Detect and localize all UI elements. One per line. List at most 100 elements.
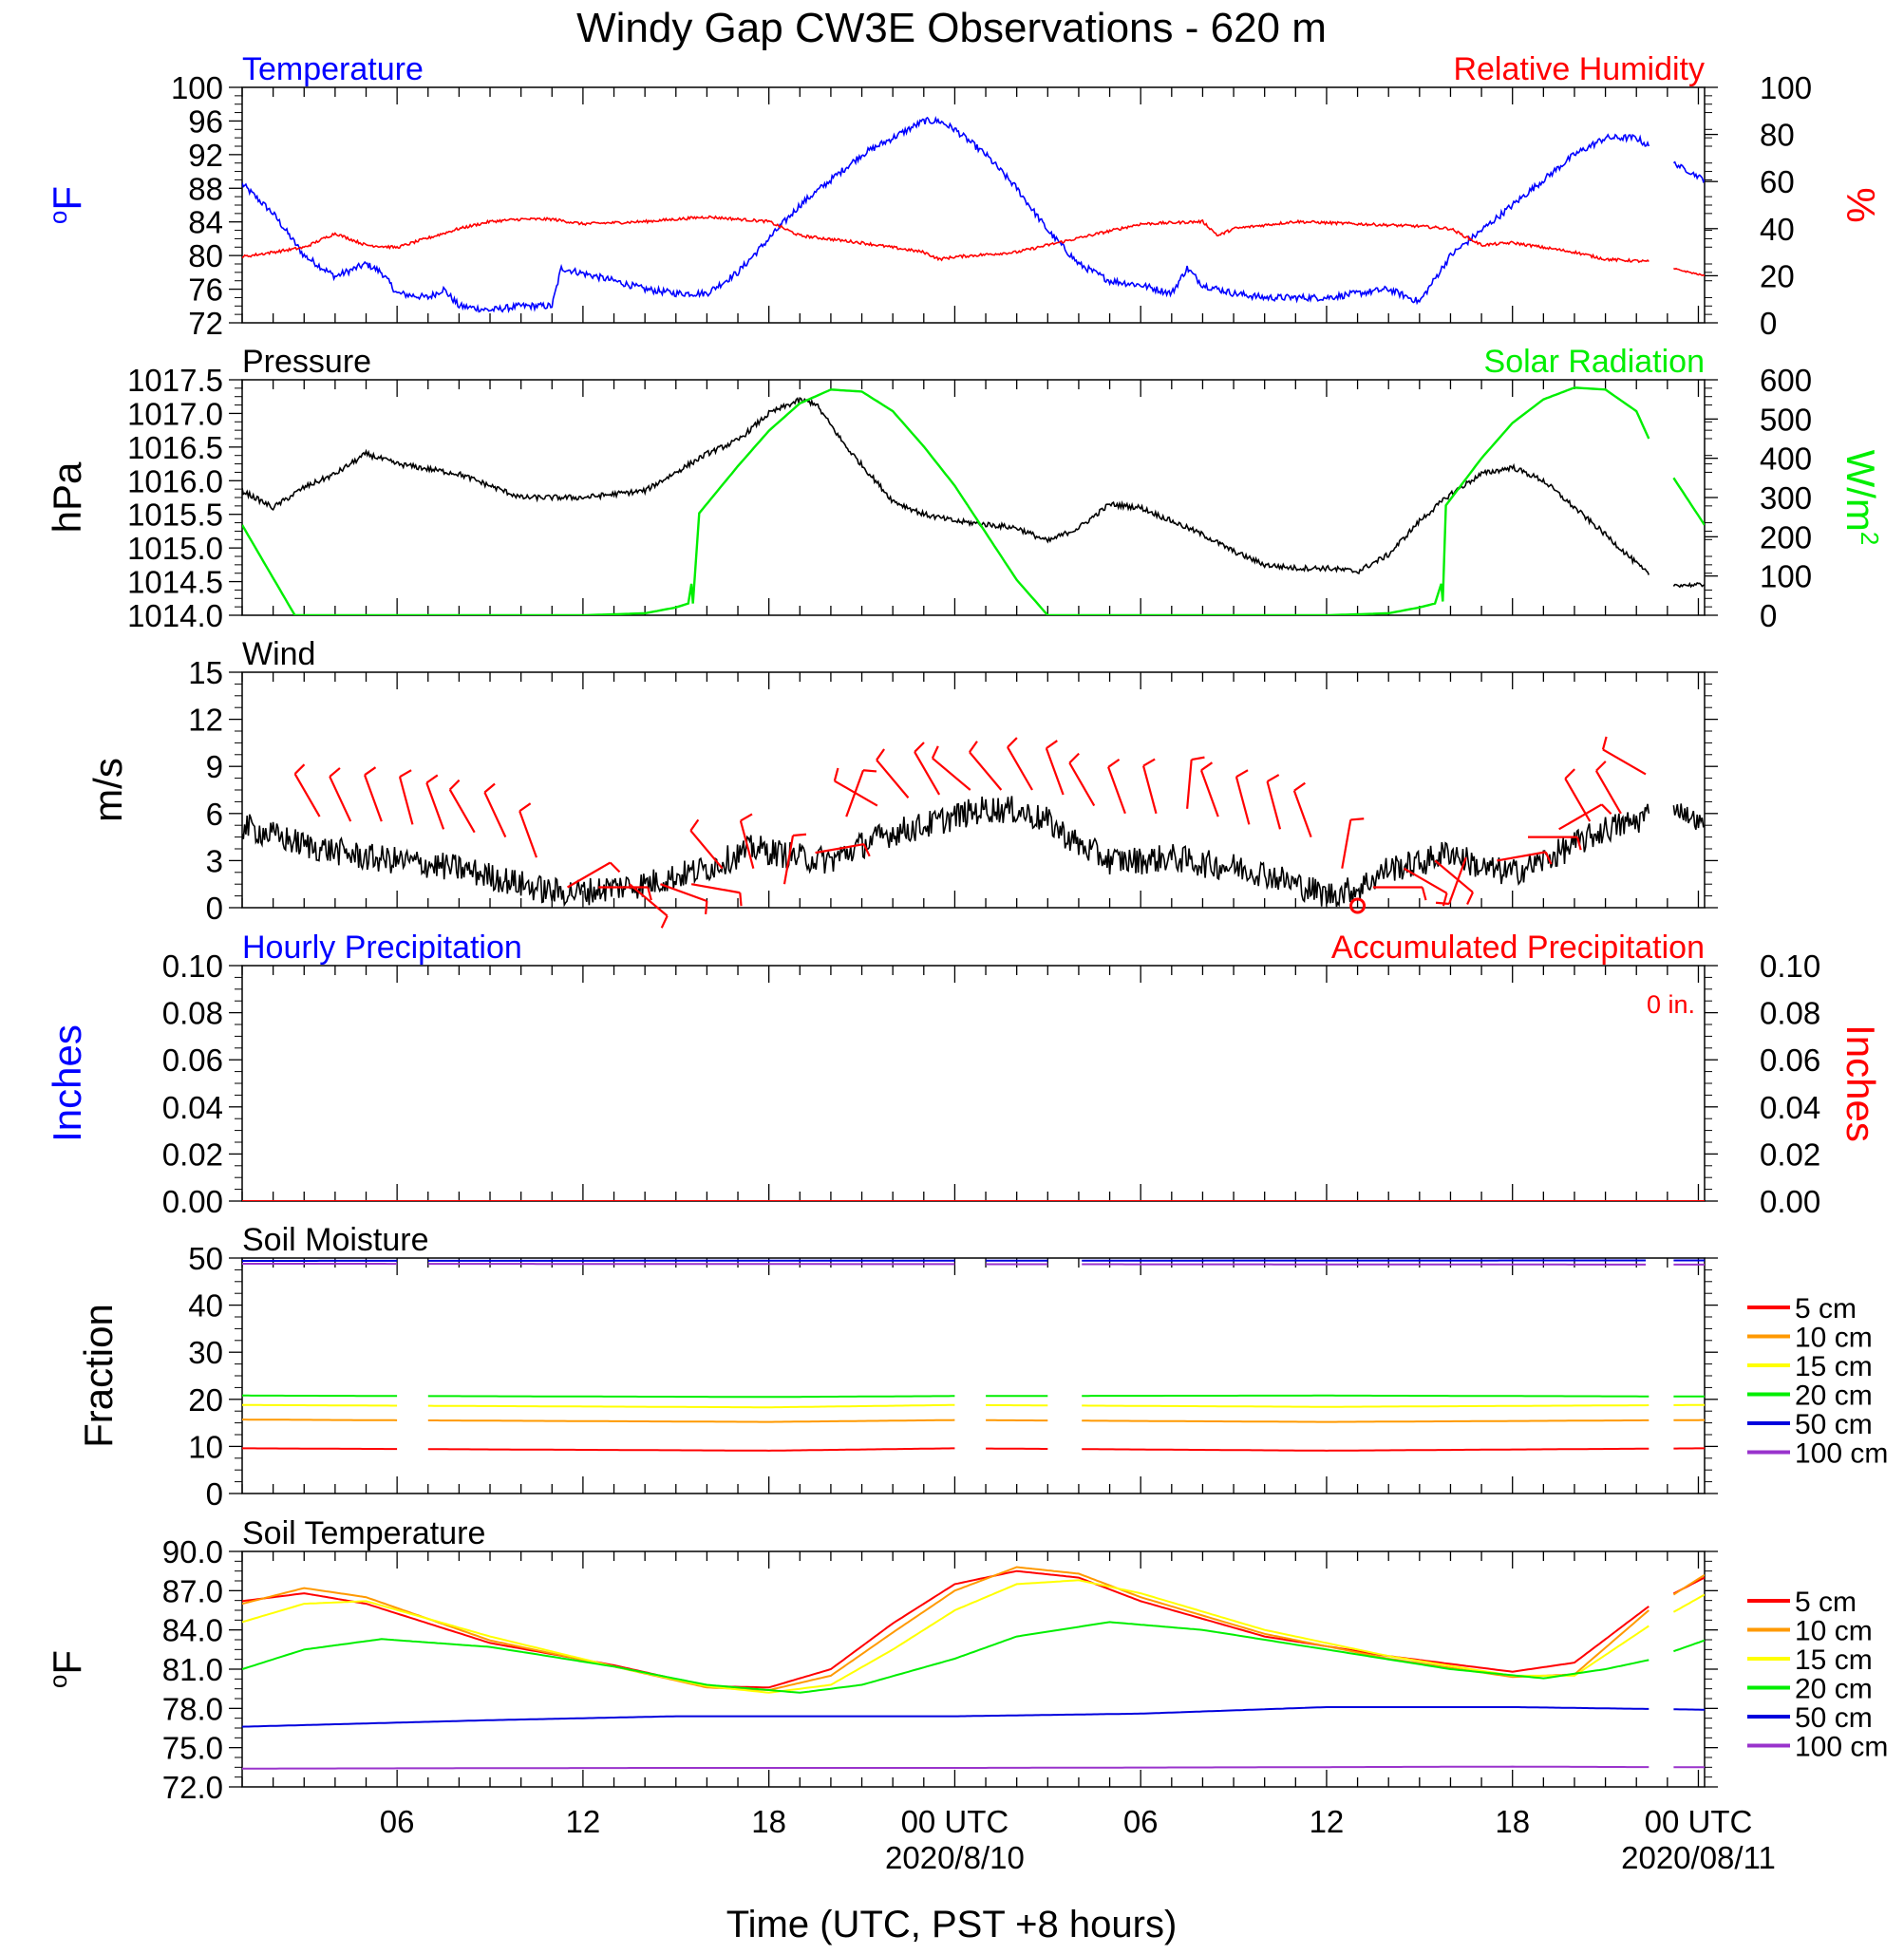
barb-flag <box>862 769 877 773</box>
y-tick-label: 1016.0 <box>127 463 223 498</box>
y-tick-label: 0.06 <box>1760 1043 1820 1078</box>
y-tick-label: 75.0 <box>162 1731 223 1766</box>
barb-staff <box>1447 856 1467 905</box>
y-tick-label: 0 <box>206 891 223 926</box>
x-tick-label: 18 <box>1495 1804 1530 1839</box>
legend-label: 5 cm <box>1795 1587 1857 1618</box>
x-tick-label: 18 <box>751 1804 786 1839</box>
y-tick-label: 3 <box>206 843 223 878</box>
y-tick-label: 0.02 <box>162 1137 223 1172</box>
legend-label: 10 cm <box>1795 1323 1873 1354</box>
y-axis-label: m/s <box>85 758 130 822</box>
y-tick-label: 96 <box>188 103 223 139</box>
series-solar-radiation <box>242 386 1650 615</box>
y-axis-label-right: % <box>1838 187 1883 222</box>
panel-wind: 0 3 6 9 12 15 Wind m/s <box>85 636 1718 929</box>
legend-label: 100 cm <box>1795 1732 1888 1763</box>
barb-flag <box>1068 752 1080 764</box>
barb-staff <box>815 843 865 855</box>
barb-staff <box>329 776 352 822</box>
barb-flag <box>293 763 306 775</box>
y-tick-label: 0 <box>1760 306 1777 341</box>
y-tick-label: 6 <box>206 797 223 832</box>
x-tick-label: 2020/8/10 <box>885 1840 1025 1875</box>
panel-title: Temperature <box>242 51 424 87</box>
wind-barb <box>629 883 669 929</box>
panel-title: Pressure <box>242 344 371 380</box>
barb-flag <box>740 813 753 822</box>
wind-barb <box>931 745 971 791</box>
series-10-cm <box>242 1419 1705 1423</box>
panels: 72768084889296100020406080100Temperature… <box>44 51 1888 1875</box>
panel-soil_temp: 72.0 75.0 78.0 81.0 84.0 87.0 90.0 Soil Tempera… <box>44 1515 1888 1875</box>
barb-staff <box>518 810 537 858</box>
wind-barb <box>364 766 383 822</box>
barb-staff <box>1235 776 1251 825</box>
y-tick-label: 1014.0 <box>127 598 223 633</box>
barb-staff <box>1341 819 1352 869</box>
barb-staff <box>876 759 910 799</box>
barb-flag <box>1007 737 1018 748</box>
panel-precip: 0.00 0.02 0.04 0.06 0.08 0.10 0.00 0.02 0.04 0.06… <box>45 930 1883 1219</box>
wind-barb <box>1266 774 1282 830</box>
wind-barb <box>329 767 352 822</box>
y-tick-label: 500 <box>1760 402 1812 437</box>
series-15-cm <box>242 1579 1705 1694</box>
barb-flag <box>1564 768 1575 780</box>
barb-flag <box>518 802 532 813</box>
barb-flag <box>1601 736 1608 750</box>
y-tick-label: 90.0 <box>162 1534 223 1569</box>
x-tick-label: 00 UTC <box>901 1804 1009 1839</box>
y-axis-label: oF <box>44 186 89 224</box>
panel-temp_rh: 72768084889296100020406080100Temperature… <box>44 51 1883 341</box>
wind-barb <box>739 813 755 869</box>
barb-flag <box>1235 769 1249 779</box>
barb-flag <box>1595 761 1607 772</box>
barb-flag <box>399 769 412 779</box>
y-tick-label: 1017.0 <box>127 396 223 431</box>
y-tick-label: 9 <box>206 749 223 784</box>
panel-title-right: Accumulated Precipitation <box>1331 930 1705 966</box>
barb-flag <box>792 833 807 837</box>
barb-staff <box>1141 765 1158 815</box>
legend-label: 50 cm <box>1795 1702 1873 1734</box>
panel-title: Wind <box>242 636 315 672</box>
barb-flag <box>705 900 708 915</box>
barb-staff <box>1564 778 1592 822</box>
series-20-cm <box>242 1394 1705 1399</box>
y-tick-label: 20 <box>1760 258 1795 293</box>
x-tick-label: 00 UTC <box>1645 1804 1753 1839</box>
y-tick-label: 81.0 <box>162 1652 223 1687</box>
barb-flag <box>1544 851 1553 865</box>
barb-staff <box>629 883 669 917</box>
y-tick-label: 72.0 <box>162 1770 223 1805</box>
y-tick-label: 10 <box>188 1429 223 1464</box>
y-tick-label: 0 <box>1760 598 1777 633</box>
barb-staff <box>932 757 971 791</box>
y-tick-label: 0.00 <box>162 1184 223 1219</box>
y-tick-label: 84 <box>188 205 223 240</box>
y-tick-label: 100 <box>171 70 223 105</box>
y-axis-label-right: W/m2 <box>1838 450 1884 546</box>
wind-barb <box>1292 781 1312 837</box>
series-50-cm <box>242 1259 1705 1262</box>
y-tick-label: 100 <box>1760 70 1812 105</box>
barb-staff <box>739 820 755 869</box>
wind-barb <box>518 802 537 858</box>
y-tick-label: 1015.5 <box>127 498 223 533</box>
barb-flag <box>914 742 925 753</box>
barb-staff <box>1186 759 1193 809</box>
series-5-cm <box>242 1447 1705 1452</box>
wind-barb <box>1497 851 1553 865</box>
y-tick-label: 1014.5 <box>127 565 223 600</box>
legend-label: 5 cm <box>1795 1293 1857 1325</box>
y-tick-label: 0.00 <box>1760 1184 1820 1219</box>
y-tick-label: 12 <box>188 703 223 738</box>
panel-title: Soil Moisture <box>242 1222 429 1258</box>
y-tick-label: 1015.0 <box>127 531 223 566</box>
y-tick-label: 400 <box>1760 442 1812 477</box>
barb-flag <box>1142 758 1156 767</box>
barb-staff <box>1403 867 1448 894</box>
wind-barb <box>1528 836 1582 851</box>
barb-flag <box>609 861 621 874</box>
